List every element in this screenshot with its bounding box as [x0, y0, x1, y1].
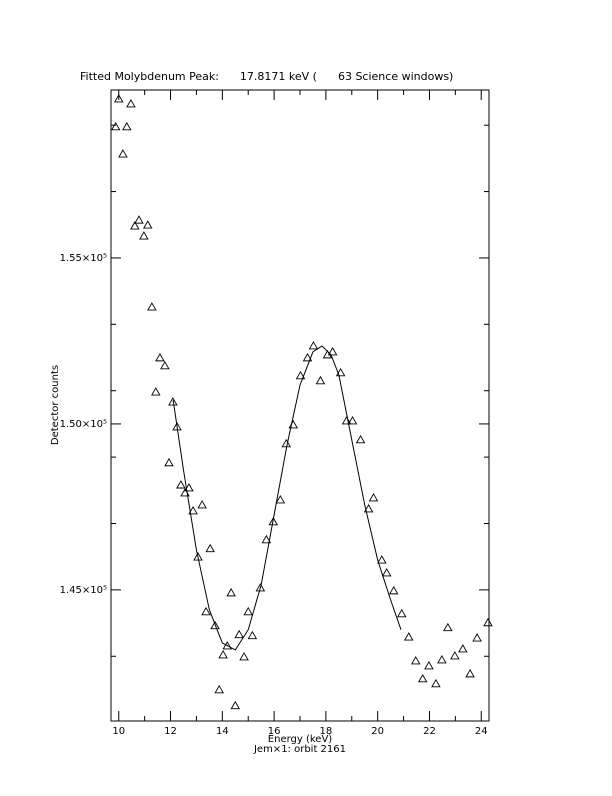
x-axis-label: Energy (keV)	[268, 734, 333, 745]
data-point	[381, 568, 392, 577]
chart-title: Fitted Molybdenum Peak: 17.8171 keV ( 63…	[80, 70, 453, 83]
data-point	[396, 608, 407, 618]
data-point	[465, 668, 475, 678]
data-point	[218, 650, 228, 659]
data-point	[437, 655, 447, 664]
data-point	[176, 480, 186, 489]
y-axis-label: Detector counts	[50, 365, 61, 445]
y-tick-label: 1.50×10⁵	[60, 419, 107, 430]
data-point	[222, 641, 233, 650]
data-point	[193, 552, 203, 561]
x-tick-label: 24	[475, 726, 488, 737]
data-point	[403, 632, 414, 641]
data-point	[377, 555, 387, 564]
x-tick-label: 16	[268, 726, 281, 737]
x-tick-label: 20	[371, 726, 384, 737]
data-point	[201, 606, 211, 616]
data-point	[335, 367, 346, 377]
data-point	[388, 585, 399, 595]
data-point	[368, 493, 379, 502]
data-point	[308, 341, 319, 350]
data-point	[214, 684, 224, 694]
data-point	[239, 652, 249, 661]
y-tick-label: 1.55×10⁵	[60, 253, 107, 264]
data-point	[322, 349, 333, 359]
data-point	[295, 370, 306, 380]
data-point	[458, 644, 468, 653]
x-tick-label: 14	[216, 726, 229, 737]
data-point	[341, 416, 352, 425]
data-point	[417, 673, 428, 683]
data-point	[113, 94, 124, 103]
data-point	[184, 483, 194, 492]
data-point	[302, 352, 313, 362]
data-point	[168, 397, 178, 406]
data-point	[160, 360, 170, 370]
data-point	[443, 622, 453, 632]
data-point	[410, 656, 421, 665]
data-point	[172, 422, 182, 431]
data-point	[268, 516, 279, 526]
data-point	[450, 651, 460, 660]
data-point	[327, 346, 338, 356]
data-point	[188, 505, 198, 515]
data-point	[122, 121, 132, 131]
data-point	[275, 495, 286, 504]
data-point	[151, 387, 161, 396]
data-point	[315, 375, 326, 385]
data-point	[247, 630, 258, 640]
x-tick-label: 18	[320, 726, 333, 737]
data-point	[234, 629, 244, 639]
data-point	[355, 434, 366, 444]
data-point	[142, 220, 153, 229]
data-point	[126, 99, 136, 108]
data-point	[347, 416, 358, 425]
data-point	[139, 231, 149, 240]
x-tick-label: 10	[112, 726, 125, 737]
data-point	[210, 620, 220, 630]
x-tick-label: 22	[423, 726, 436, 737]
data-point	[226, 587, 236, 597]
x-tick-label: 12	[164, 726, 177, 737]
data-point	[255, 582, 266, 592]
data-point	[164, 457, 174, 467]
subtitle: Jem×1: orbit 2161	[253, 744, 346, 755]
data-point	[431, 678, 441, 688]
data-point	[363, 503, 374, 513]
data-point	[205, 543, 215, 553]
fit-curve	[172, 345, 402, 651]
data-point	[472, 633, 482, 642]
data-point	[118, 149, 128, 158]
data-point	[110, 121, 121, 131]
data-point	[243, 606, 253, 616]
data-point	[483, 617, 493, 627]
data-point	[155, 352, 165, 362]
data-point	[230, 700, 241, 710]
y-tick-label: 1.45×10⁵	[60, 585, 107, 596]
data-point	[261, 534, 272, 544]
data-point	[197, 500, 207, 509]
data-point	[147, 302, 157, 311]
data-point	[130, 221, 140, 230]
data-point	[134, 215, 144, 224]
data-point	[424, 660, 434, 670]
